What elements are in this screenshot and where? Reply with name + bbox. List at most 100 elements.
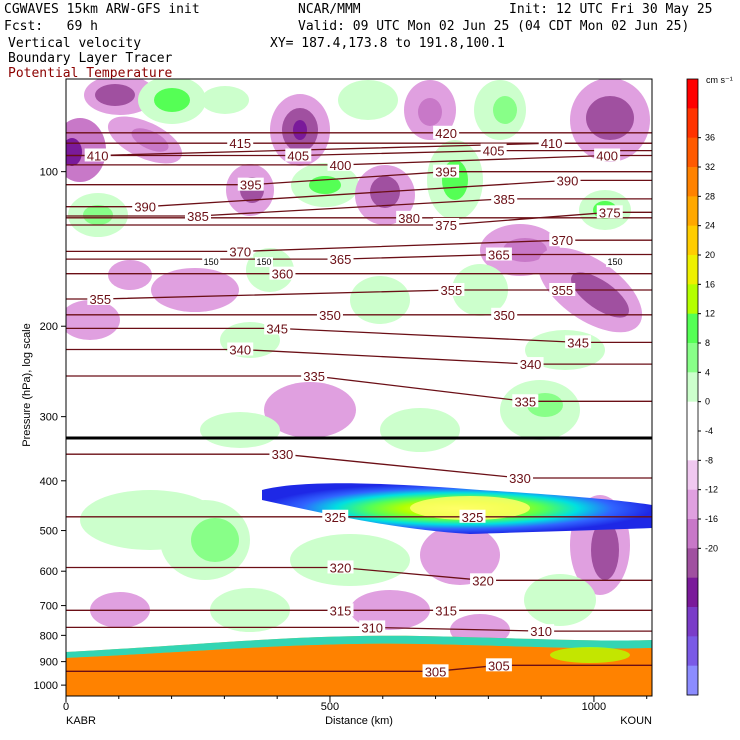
theta-label: 360 xyxy=(272,267,294,282)
theta-label: 305 xyxy=(488,658,510,673)
colorbar-label: 36 xyxy=(705,133,715,143)
theta-label: 380 xyxy=(398,211,420,226)
theta-label-bg xyxy=(459,509,486,523)
model-name: CGWAVES 15km ARW-GFS init xyxy=(4,2,200,17)
theta-label: 355 xyxy=(89,292,111,307)
theta-label: 355 xyxy=(551,283,573,298)
theta-label-bg xyxy=(485,658,512,672)
theta-contour-400 xyxy=(66,154,652,166)
y-tick-label: 1000 xyxy=(34,680,58,692)
theta-label: 385 xyxy=(187,209,209,224)
theta-contour-395 xyxy=(66,171,652,186)
field-label-theta: Potential Temperature xyxy=(8,66,173,81)
theta-label-bg xyxy=(227,244,254,258)
theta-label-bg xyxy=(84,148,111,162)
tropopause-label-bg xyxy=(202,257,221,268)
tropopause-label: 150 xyxy=(256,257,271,267)
theta-label-bg xyxy=(269,447,296,461)
theta-label-bg xyxy=(491,191,518,205)
theta-label-bg xyxy=(507,470,534,484)
theta-label-bg xyxy=(565,335,592,349)
tropopause-label-bg xyxy=(254,257,273,268)
theta-contour-lines xyxy=(66,132,652,672)
theta-label-bg xyxy=(594,148,621,162)
colorbar-swatch xyxy=(687,665,698,696)
theta-contour-335 xyxy=(66,375,652,402)
theta-label-bg xyxy=(132,199,159,213)
theta-label: 385 xyxy=(493,192,515,207)
colorbar-label: 16 xyxy=(705,279,715,289)
theta-label-bg xyxy=(433,217,460,231)
theta-label-bg xyxy=(396,210,423,224)
theta-label-bg xyxy=(538,136,565,150)
theta-label-bg xyxy=(554,173,581,187)
colorbar-swatch xyxy=(687,196,698,227)
theta-label: 420 xyxy=(435,126,457,141)
theta-label: 340 xyxy=(520,357,542,372)
theta-label-bg xyxy=(433,125,460,139)
theta-label-bg xyxy=(491,307,518,321)
tropopause-labels: 150 150 150 xyxy=(202,257,625,268)
theta-label: 370 xyxy=(551,233,573,248)
theta-label: 390 xyxy=(557,173,579,188)
theta-label: 405 xyxy=(287,148,309,163)
theta-label-bg xyxy=(470,573,497,587)
theta-label: 375 xyxy=(599,205,621,220)
end-station-label: KOUN xyxy=(620,715,652,727)
theta-label-bg xyxy=(264,321,291,335)
start-station-label: KABR xyxy=(66,715,96,727)
theta-label: 365 xyxy=(330,252,352,267)
x-tick-label: 1000 xyxy=(582,701,606,713)
colorbar-label: 8 xyxy=(705,338,710,348)
theta-label: 390 xyxy=(134,200,156,215)
theta-label-bg xyxy=(322,509,349,523)
theta-label: 395 xyxy=(435,165,457,180)
theta-label-bg xyxy=(327,252,354,266)
colorbar-label: 4 xyxy=(705,367,710,377)
colorbar-swatch xyxy=(687,108,698,139)
theta-label-bg xyxy=(316,307,343,321)
colorbar-swatch xyxy=(687,225,698,256)
theta-label: 395 xyxy=(240,178,262,193)
field-label-vertical-velocity: Vertical velocity xyxy=(8,36,142,51)
colorbar-swatch xyxy=(687,460,698,491)
colorbar-swatch xyxy=(687,167,698,197)
colorbar-swatch xyxy=(687,577,698,608)
theta-label-bg xyxy=(87,291,114,305)
theta-label-bg xyxy=(549,233,576,247)
colorbar-label: 24 xyxy=(705,221,715,231)
colorbar: 36 32 28 24 20 16 12 8 4 0 -4 -8 -12 -16 -20 xyxy=(686,78,718,696)
plot-area: 420 415 410 410 405 405 400 400 395 395 390 390 385 3… xyxy=(66,79,652,696)
colorbar-swatch xyxy=(687,255,698,285)
valid-time: Valid: 09 UTC Mon 02 Jun 25 (04 CDT Mon … xyxy=(298,19,690,34)
center-name: NCAR/MMM xyxy=(298,2,361,17)
theta-label: 415 xyxy=(229,136,251,151)
theta-label-bg xyxy=(285,148,312,162)
plot-frame xyxy=(65,78,653,697)
theta-label: 325 xyxy=(324,510,346,525)
theta-label-bg xyxy=(227,342,254,356)
colorbar-label: -20 xyxy=(705,543,718,553)
theta-contour-330 xyxy=(66,453,652,479)
theta-label: 310 xyxy=(361,620,383,635)
x-tick-label: 500 xyxy=(321,701,339,713)
colorbar-swatch xyxy=(687,548,698,579)
theta-label-bg xyxy=(227,136,254,150)
theta-label: 345 xyxy=(266,321,288,336)
tropopause-label: 150 xyxy=(608,257,623,267)
theta-label-bg xyxy=(359,620,386,634)
y-tick-label: 900 xyxy=(40,657,58,669)
theta-label-bg xyxy=(184,209,211,222)
x-tick-label: 0 xyxy=(63,701,69,713)
theta-label-bg xyxy=(480,143,507,157)
theta-label: 340 xyxy=(229,342,251,357)
colorbar-swatch xyxy=(687,607,698,637)
theta-label: 320 xyxy=(472,573,494,588)
init-time: Init: 12 UTC Fri 30 May 25 xyxy=(509,2,713,17)
y-axis-title: Pressure (hPa), log scale xyxy=(21,323,33,447)
y-tick-label: 500 xyxy=(40,526,58,538)
theta-label: 355 xyxy=(441,283,463,298)
colorbar-label: -12 xyxy=(705,485,718,495)
theta-label: 410 xyxy=(87,148,109,163)
theta-contour-labels: 420 415 410 410 405 405 400 400 395 395 390 390 385 3… xyxy=(84,125,623,679)
